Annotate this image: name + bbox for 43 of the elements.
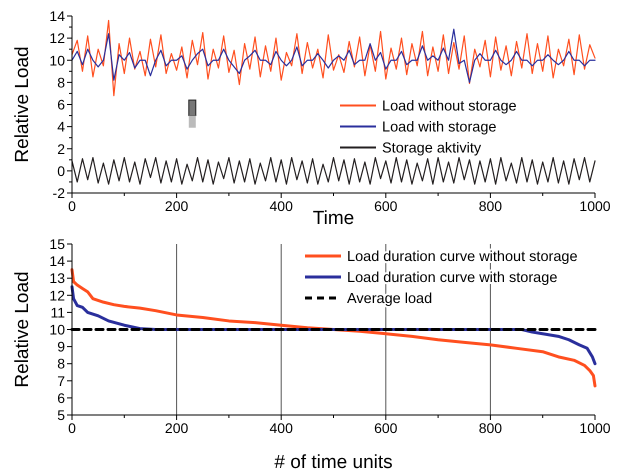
y-tick-label: 13 [49,270,66,286]
y-tick-label: 7 [57,372,66,389]
x-tick-label: 0 [68,420,76,436]
y-tick-label: 12 [49,30,66,46]
x-tick-label: 600 [374,198,398,214]
line-series [71,28,596,83]
y-tick-label: 8 [57,74,66,90]
x-tick-label: 200 [164,198,188,214]
legend-label: Storage aktivity [382,140,482,156]
y-tick-label: 12 [49,287,66,304]
y-tick-label: 4 [57,118,66,135]
y-tick-label: 2 [57,140,66,157]
y-tick-label: 8 [57,356,66,372]
x-axis-title: Time [312,208,354,229]
x-tick-label: 400 [270,420,294,436]
x-tick-label: 200 [164,420,188,436]
y-tick-label: 14 [49,8,66,24]
y-tick-label: 6 [57,96,66,112]
line-series [71,157,596,185]
x-tick-label: 600 [374,420,398,436]
x-tick-label: 800 [478,420,502,436]
line-series [71,20,596,96]
x-tick-label: 400 [270,198,294,214]
y-axis-title: Relative Load [12,271,33,388]
y-tick-label: 14 [49,253,66,270]
y-tick-label: 0 [57,162,66,179]
y-tick-label: 9 [57,338,66,355]
x-tick-label: 1000 [579,420,611,436]
y-tick-label: 6 [57,390,66,406]
y-tick-label: 15 [49,236,66,252]
x-tick-label: 0 [68,198,76,214]
legend-label: Load with storage [382,120,496,136]
y-tick-label: 5 [57,407,66,423]
legend-label: Load without storage [382,98,517,114]
line-series [70,268,596,388]
y-tick-label: -2 [52,185,66,201]
x-axis-title: # of time units [274,452,393,472]
y-axis-title: Relative Load [12,46,33,163]
x-tick-label: 1000 [579,198,611,214]
y-tick-label: 11 [50,304,66,320]
x-tick-label: 800 [478,198,502,214]
y-tick-label: 10 [49,322,66,338]
y-tick-label: 10 [49,52,66,68]
